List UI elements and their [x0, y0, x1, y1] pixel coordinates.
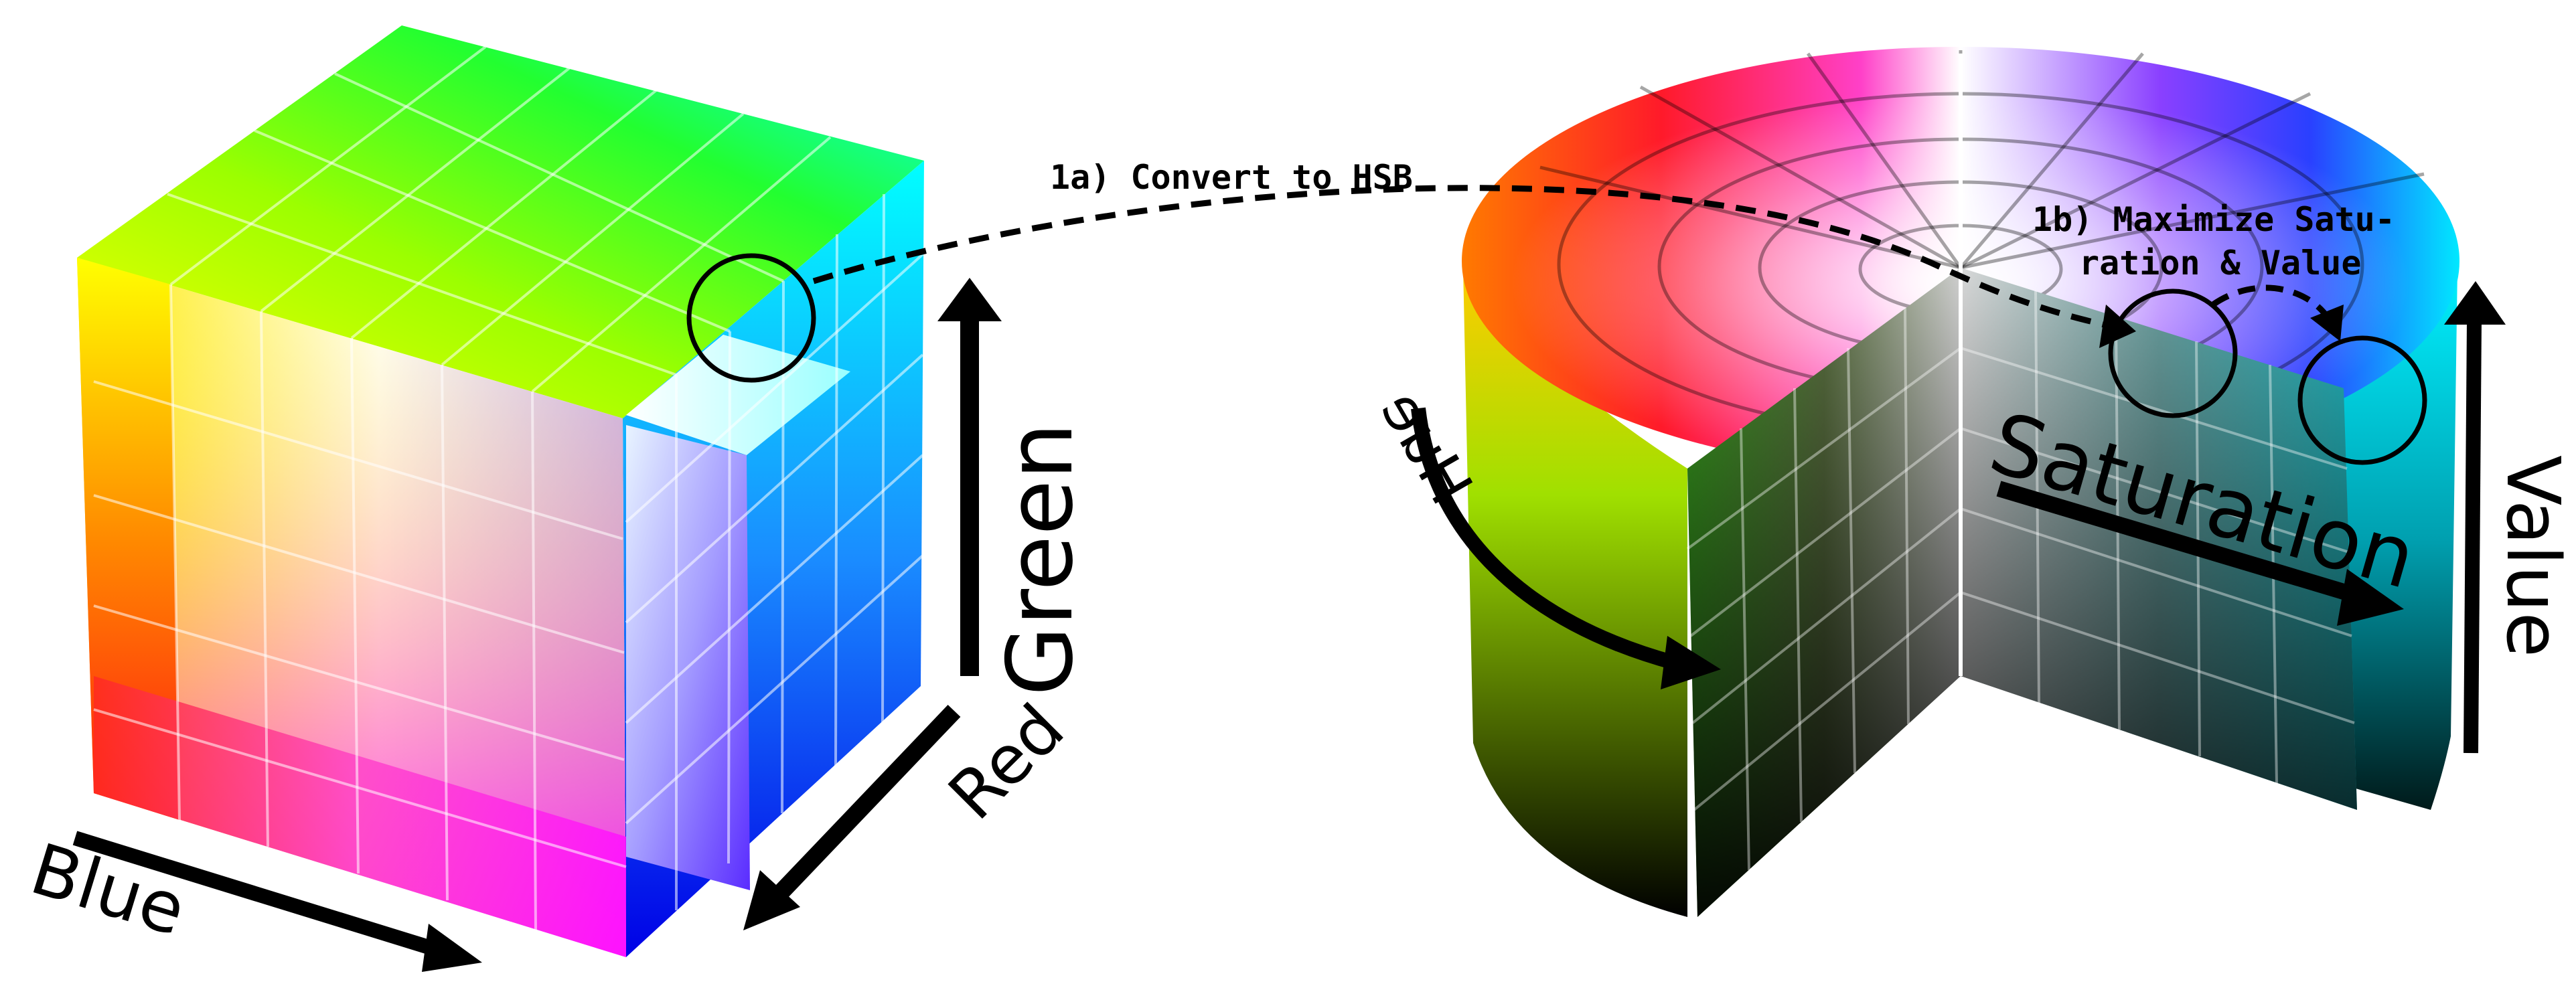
cylinder-cut-left-shade — [1687, 268, 1961, 917]
cylinder-marker-circle-1 — [2108, 288, 2238, 418]
arrow-right-icon — [422, 924, 482, 972]
maximize-annotation-line2: ration & Value — [2079, 244, 2361, 282]
maximize-annotation-line1: 1b) Maximize Satu- — [2032, 200, 2395, 239]
cube-grid — [93, 46, 924, 931]
cube-front-bottom-strip — [94, 676, 626, 957]
arrow-down-left-icon — [743, 870, 800, 930]
green-axis-arrow — [937, 278, 1002, 676]
maximize-dashed-arrow — [2211, 284, 2333, 323]
convert-dashed-arrow — [812, 185, 2117, 331]
curved-arrow-icon — [1661, 636, 1721, 689]
rgb-cube — [77, 25, 924, 957]
arrow-up-icon — [937, 278, 1002, 321]
saturation-arrowhead — [2337, 569, 2404, 626]
blue-axis-label: Blue — [22, 828, 195, 952]
cube-cutout-inner-face — [626, 425, 750, 890]
convert-annotation: 1a) Convert to HSB — [1050, 158, 1413, 197]
green-axis-label: Green — [988, 422, 1093, 696]
blue-axis-arrow — [72, 831, 482, 972]
convert-arrowhead — [2099, 305, 2136, 348]
cube-top-face — [77, 25, 924, 418]
cube-marker-circle — [686, 253, 816, 383]
value-arrowhead — [2444, 281, 2506, 325]
red-axis-label: Red — [933, 689, 1079, 835]
hue-curved-arrow — [1411, 407, 1676, 670]
maximize-arrowhead — [2310, 305, 2344, 341]
red-axis-arrow — [743, 705, 961, 930]
cylinder-grid — [1686, 290, 2355, 871]
cylinder-marker-circle-2 — [2297, 335, 2427, 465]
value-axis-arrow — [2444, 281, 2506, 754]
value-axis-label: Value — [2490, 455, 2576, 657]
cylinder-side-left — [1463, 268, 1687, 917]
saturation-axis-arrow — [1996, 481, 2404, 626]
